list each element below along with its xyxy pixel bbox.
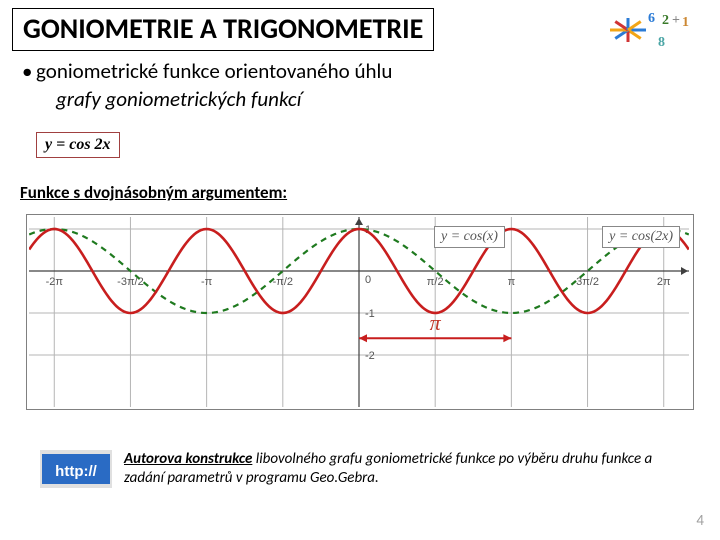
cosine-chart: -2π-3π/2-π-π/20π/2π3π/22π1-1-2π bbox=[29, 217, 689, 407]
bullet-line-1: goniometrické funkce orientovaného úhlu bbox=[18, 58, 668, 84]
title-box: GONIOMETRIE A TRIGONOMETRIE bbox=[12, 8, 434, 51]
page-title: GONIOMETRIE A TRIGONOMETRIE bbox=[23, 11, 423, 46]
chart-container: -2π-3π/2-π-π/20π/2π3π/22π1-1-2π y = cos(… bbox=[26, 214, 694, 410]
svg-text:0: 0 bbox=[365, 274, 371, 286]
footer-lead[interactable]: Autorova konstrukce bbox=[124, 450, 252, 468]
bullet-block: goniometrické funkce orientovaného úhlu … bbox=[18, 58, 668, 112]
svg-text:-2π: -2π bbox=[46, 276, 64, 288]
section-label: Funkce s dvojnásobným argumentem: bbox=[20, 182, 287, 203]
formula-box: y = cos 2x bbox=[36, 132, 120, 158]
svg-text:-2: -2 bbox=[365, 350, 375, 362]
http-link-badge[interactable]: http:// bbox=[40, 450, 112, 488]
svg-text:+: + bbox=[672, 13, 680, 28]
svg-text:http://: http:// bbox=[55, 463, 97, 480]
math-decoration-icon: 62+1 8 bbox=[592, 6, 692, 54]
svg-text:2π: 2π bbox=[657, 276, 671, 288]
footer-note: Autorova konstrukce libovolného grafu go… bbox=[124, 450, 684, 488]
svg-text:8: 8 bbox=[658, 35, 665, 50]
page-number: 4 bbox=[696, 512, 704, 530]
svg-text:π: π bbox=[508, 276, 516, 288]
svg-text:3π/2: 3π/2 bbox=[576, 276, 599, 288]
bullet-line-2: grafy goniometrických funkcí bbox=[18, 86, 668, 112]
svg-text:-1: -1 bbox=[365, 308, 375, 320]
svg-text:1: 1 bbox=[682, 15, 689, 30]
svg-text:-π/2: -π/2 bbox=[273, 276, 293, 288]
svg-text:π/2: π/2 bbox=[427, 276, 444, 288]
svg-text:-π: -π bbox=[201, 276, 213, 288]
svg-text:6: 6 bbox=[648, 11, 655, 26]
svg-text:2: 2 bbox=[662, 13, 669, 28]
svg-text:π: π bbox=[430, 310, 442, 335]
legend-cos2x: y = cos(2x) bbox=[602, 226, 680, 248]
legend-cosx: y = cos(x) bbox=[434, 226, 505, 248]
